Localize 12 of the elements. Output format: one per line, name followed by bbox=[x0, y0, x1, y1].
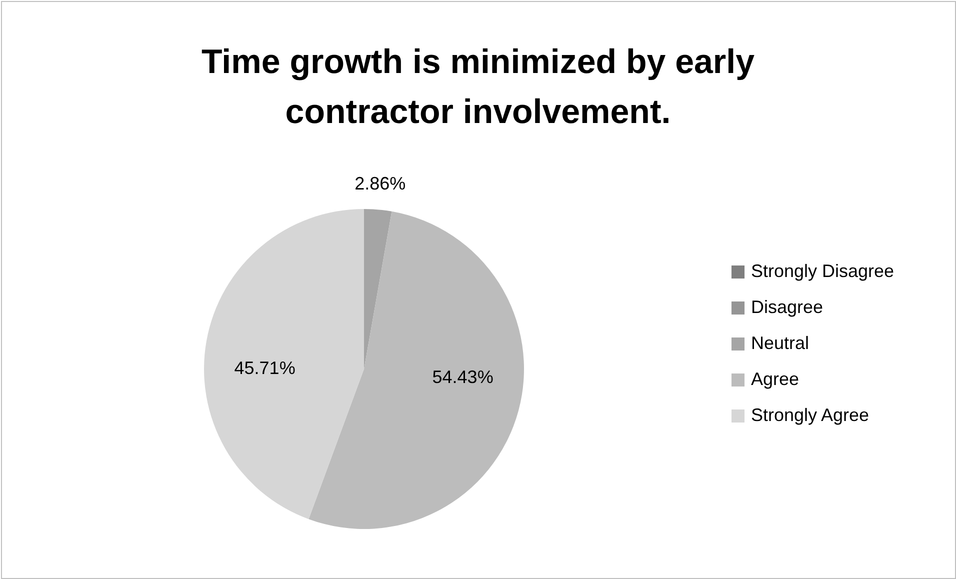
data-label: 2.86% bbox=[354, 174, 406, 194]
pie-slice bbox=[364, 209, 392, 369]
pie-slice bbox=[204, 209, 364, 520]
chart-title: Time growth is minimized by early contractor involvement. bbox=[202, 43, 755, 131]
legend-label: Neutral bbox=[751, 333, 810, 353]
data-label: 54.43% bbox=[432, 366, 494, 387]
pie-slice bbox=[308, 211, 524, 529]
legend-label: Strongly Disagree bbox=[751, 261, 894, 281]
data-label: 45.71% bbox=[234, 358, 296, 378]
legend-label: Disagree bbox=[751, 297, 824, 317]
legend-label: Strongly Agree bbox=[751, 405, 870, 425]
legend-label: Agree bbox=[751, 369, 800, 389]
